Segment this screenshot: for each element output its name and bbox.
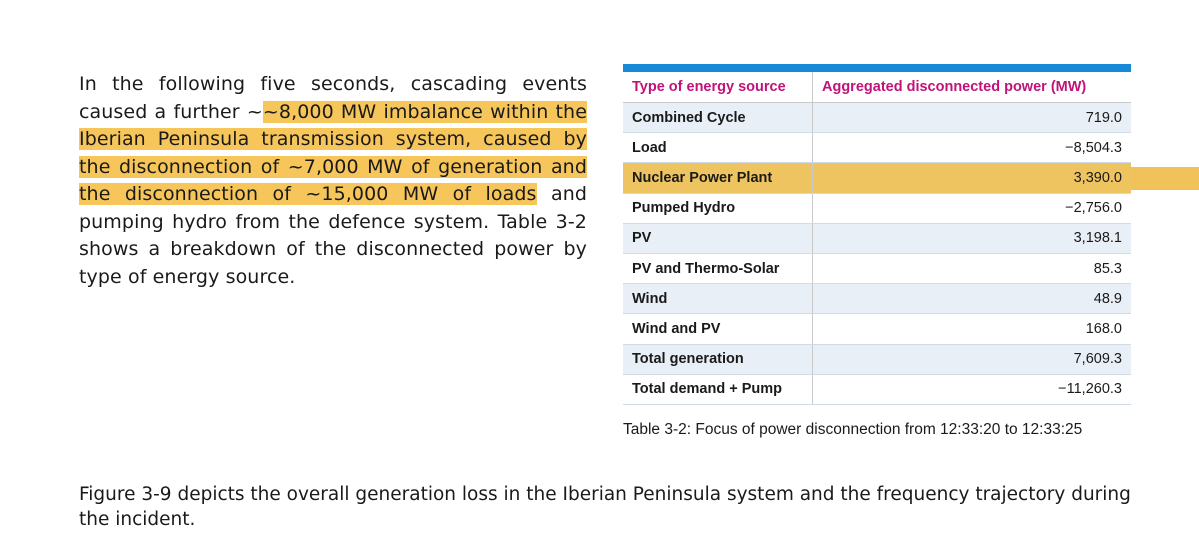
table-row: Total generation 7,609.3 — [623, 344, 1131, 375]
row-source: Load — [623, 132, 813, 164]
highlight-extension-marker — [1131, 167, 1199, 190]
table-row: Total demand + Pump −11,260.3 — [623, 374, 1131, 405]
table-row: Load −8,504.3 — [623, 132, 1131, 164]
row-source: Nuclear Power Plant — [623, 162, 813, 194]
row-power: 7,609.3 — [812, 344, 1131, 375]
row-power: 3,390.0 — [812, 162, 1131, 194]
row-source: PV — [623, 223, 813, 254]
table-header-row: Type of energy source Aggregated disconn… — [623, 72, 1131, 103]
row-source: PV and Thermo-Solar — [623, 253, 813, 285]
row-power: 85.3 — [812, 253, 1131, 285]
header-energy-source: Type of energy source — [623, 72, 813, 103]
table: Type of energy source Aggregated disconn… — [623, 72, 1131, 405]
table-row-highlighted: Nuclear Power Plant 3,390.0 — [623, 162, 1131, 194]
row-power: 719.0 — [812, 102, 1131, 134]
row-power: 48.9 — [812, 283, 1131, 315]
row-source: Wind and PV — [623, 313, 813, 345]
table-top-bar — [623, 64, 1131, 72]
table-row: Wind and PV 168.0 — [623, 313, 1131, 345]
table-caption: Table 3-2: Focus of power disconnection … — [623, 421, 1083, 438]
row-source: Wind — [623, 283, 813, 315]
row-source: Pumped Hydro — [623, 193, 813, 224]
table-row: Wind 48.9 — [623, 283, 1131, 315]
row-source: Total demand + Pump — [623, 374, 813, 405]
paragraph-text-start: In the following five seconds, cascading… — [79, 73, 587, 123]
table-row: Combined Cycle 719.0 — [623, 102, 1131, 134]
row-source: Total generation — [623, 344, 813, 375]
body-paragraph: In the following five seconds, cascading… — [79, 71, 587, 291]
row-source: Combined Cycle — [623, 102, 813, 134]
row-power: 168.0 — [812, 313, 1131, 345]
row-power: 3,198.1 — [812, 223, 1131, 254]
header-aggregated-power: Aggregated disconnected power (MW) — [812, 72, 1131, 103]
body-paragraph-2: Figure 3-9 depicts the overall generatio… — [79, 484, 1131, 530]
highlighted-text: ~8,000 MW imbalance within the Iberian P… — [79, 100, 587, 205]
row-power: −2,756.0 — [812, 193, 1131, 224]
row-power: −11,260.3 — [812, 374, 1131, 405]
table-row: Pumped Hydro −2,756.0 — [623, 193, 1131, 224]
row-power: −8,504.3 — [812, 132, 1131, 164]
table-row: PV and Thermo-Solar 85.3 — [623, 253, 1131, 285]
power-disconnection-table: Type of energy source Aggregated disconn… — [623, 64, 1131, 405]
paragraph-text-end: and pumping hydro from the defence syste… — [79, 183, 587, 288]
table-row: PV 3,198.1 — [623, 223, 1131, 254]
